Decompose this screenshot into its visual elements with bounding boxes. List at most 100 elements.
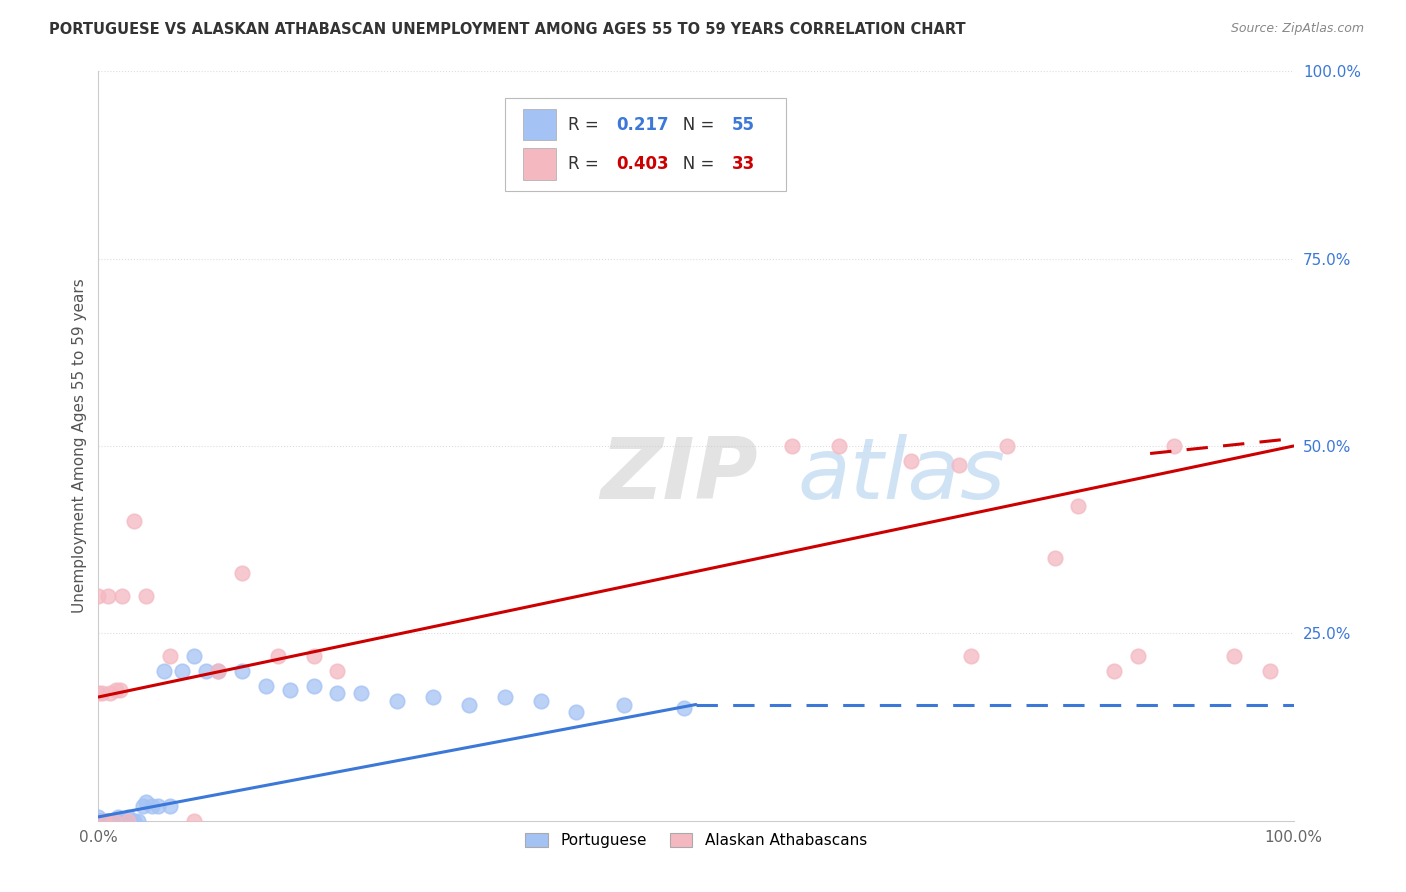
Point — [107, 814, 129, 828]
Point — [97, 814, 120, 828]
Point — [120, 814, 142, 828]
Point — [87, 810, 110, 824]
Point — [948, 458, 970, 472]
Point — [87, 686, 110, 700]
Point — [91, 814, 114, 828]
Point — [117, 814, 139, 828]
Point — [1258, 664, 1281, 678]
Point — [87, 814, 110, 828]
Point — [267, 648, 290, 663]
Point — [422, 690, 444, 704]
Point — [124, 514, 146, 528]
Point — [98, 686, 122, 700]
Point — [231, 566, 253, 581]
Point — [326, 664, 349, 678]
Point — [87, 814, 110, 828]
Text: Source: ZipAtlas.com: Source: ZipAtlas.com — [1230, 22, 1364, 36]
Point — [96, 814, 118, 828]
Point — [1104, 664, 1126, 678]
FancyBboxPatch shape — [523, 109, 557, 140]
Point — [87, 814, 110, 828]
Text: atlas: atlas — [797, 434, 1005, 517]
Text: 33: 33 — [733, 155, 755, 173]
Legend: Portuguese, Alaskan Athabascans: Portuguese, Alaskan Athabascans — [519, 827, 873, 855]
Point — [87, 814, 110, 828]
Point — [111, 589, 134, 603]
Point — [172, 664, 194, 678]
Point — [458, 698, 481, 712]
Point — [87, 814, 110, 828]
Point — [111, 814, 134, 828]
Point — [350, 686, 373, 700]
Point — [93, 814, 115, 828]
Point — [98, 814, 122, 828]
Point — [231, 664, 253, 678]
Point — [494, 690, 516, 704]
Point — [153, 664, 176, 678]
Point — [159, 648, 181, 663]
FancyBboxPatch shape — [523, 148, 557, 180]
Point — [1043, 551, 1066, 566]
Point — [103, 814, 125, 828]
Point — [565, 705, 588, 719]
Point — [141, 798, 163, 813]
Point — [87, 814, 110, 828]
Point — [124, 814, 146, 828]
Point — [108, 682, 131, 697]
Point — [94, 814, 117, 828]
Point — [87, 589, 110, 603]
Point — [613, 698, 636, 712]
Point — [87, 814, 110, 828]
Point — [302, 648, 325, 663]
Point — [960, 648, 983, 663]
Point — [530, 694, 553, 708]
Text: PORTUGUESE VS ALASKAN ATHABASCAN UNEMPLOYMENT AMONG AGES 55 TO 59 YEARS CORRELAT: PORTUGUESE VS ALASKAN ATHABASCAN UNEMPLO… — [49, 22, 966, 37]
Point — [114, 814, 136, 828]
Point — [207, 664, 229, 678]
Point — [127, 814, 149, 828]
Point — [91, 686, 114, 700]
Point — [828, 439, 851, 453]
Text: R =: R = — [568, 155, 605, 173]
Point — [105, 814, 128, 828]
Point — [117, 810, 139, 824]
Point — [105, 682, 128, 697]
Point — [91, 814, 114, 828]
Point — [195, 664, 218, 678]
Point — [135, 795, 157, 809]
Point — [302, 679, 325, 693]
Text: 55: 55 — [733, 116, 755, 134]
Point — [1163, 439, 1185, 453]
Text: 0.217: 0.217 — [616, 116, 668, 134]
Point — [207, 664, 229, 678]
Point — [900, 454, 922, 468]
Point — [101, 814, 124, 828]
Text: 0.403: 0.403 — [616, 155, 668, 173]
Point — [159, 798, 181, 813]
Point — [780, 439, 803, 453]
Point — [1067, 499, 1090, 513]
Text: N =: N = — [668, 155, 720, 173]
Text: R =: R = — [568, 116, 605, 134]
Point — [98, 814, 122, 828]
Point — [98, 814, 121, 828]
Point — [183, 648, 205, 663]
Point — [254, 679, 277, 693]
Point — [97, 589, 120, 603]
Point — [93, 814, 115, 828]
Text: N =: N = — [668, 116, 720, 134]
Point — [108, 814, 131, 828]
Point — [103, 814, 125, 828]
Point — [995, 439, 1018, 453]
Text: ZIP: ZIP — [600, 434, 758, 517]
Point — [385, 694, 409, 708]
Point — [148, 798, 170, 813]
Point — [183, 814, 205, 828]
Point — [135, 589, 157, 603]
Y-axis label: Unemployment Among Ages 55 to 59 years: Unemployment Among Ages 55 to 59 years — [72, 278, 87, 614]
Point — [1223, 648, 1246, 663]
FancyBboxPatch shape — [505, 97, 786, 191]
Point — [1128, 648, 1150, 663]
Point — [107, 810, 129, 824]
Point — [673, 701, 696, 715]
